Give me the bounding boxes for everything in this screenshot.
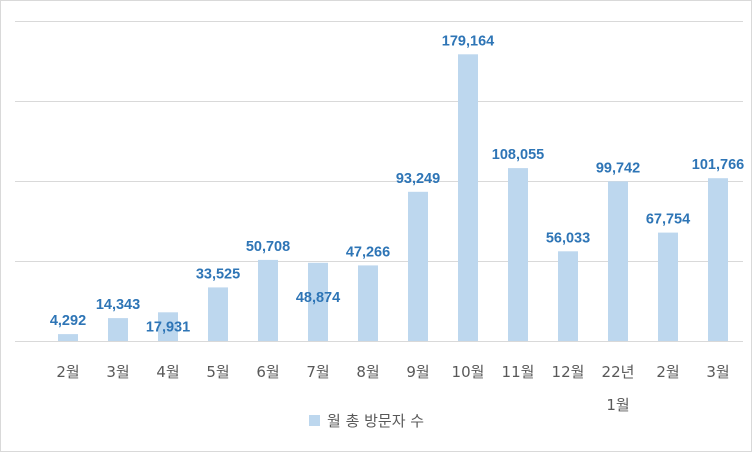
data-label-1: 14,343: [96, 297, 140, 313]
x-tick-label-5: 7월: [306, 363, 329, 381]
bar-9: [508, 168, 528, 341]
bar-0: [58, 334, 78, 341]
bar-3: [208, 287, 228, 341]
x-tick-label-1: 3월: [106, 363, 129, 381]
x-tick-label-2: 4월: [156, 363, 179, 381]
x-tick-label-10: 12월: [552, 363, 585, 381]
x-tick-label-8: 10월: [452, 363, 485, 381]
bar-12: [658, 232, 678, 341]
data-label-12: 67,754: [646, 212, 690, 228]
bar-7: [408, 191, 428, 341]
data-label-10: 56,033: [546, 230, 590, 246]
x-tick-label-4: 6월: [256, 363, 279, 381]
x-tick-label-11-line-1: 1월: [606, 396, 629, 414]
data-label-0: 4,292: [50, 313, 86, 329]
x-tick-label-13: 3월: [706, 363, 729, 381]
x-tick-label-7: 9월: [406, 363, 429, 381]
data-labels: 4,292 14,343 17,931 33,525 50,708 48,874 47,26…: [50, 33, 744, 335]
gridlines: [15, 21, 743, 342]
bar-2: [158, 312, 178, 341]
data-label-4: 50,708: [246, 239, 290, 255]
x-axis-tick-labels: 2월 3월 4월 5월 6월 7월 8월 9월 10월 11월 12월 22년 1월 2월 3월: [56, 363, 729, 414]
legend-label: 월 총 방문자 수: [327, 411, 425, 430]
bar-11: [608, 181, 628, 341]
data-label-8: 179,164: [442, 33, 494, 49]
x-tick-label-9: 11월: [502, 363, 535, 381]
bar-1: [108, 318, 128, 341]
data-label-7: 93,249: [396, 171, 440, 187]
x-tick-label-11-line-0: 22년: [602, 363, 635, 381]
bar-5: [308, 262, 328, 341]
bars: [58, 54, 728, 342]
bar-10: [558, 251, 578, 341]
x-tick-label-12: 2월: [656, 363, 679, 381]
x-tick-label-3: 5월: [206, 363, 229, 381]
x-tick-label-6: 8월: [356, 363, 379, 381]
bar-4: [258, 259, 278, 341]
data-label-13: 101,766: [692, 157, 744, 173]
data-label-3: 33,525: [196, 266, 240, 282]
legend-swatch: [309, 414, 320, 426]
data-label-9: 108,055: [492, 147, 544, 163]
bar-6: [358, 265, 378, 341]
data-label-6: 47,266: [346, 244, 390, 260]
bar-8: [458, 54, 478, 342]
data-label-5: 48,874: [296, 290, 340, 306]
data-label-11: 99,742: [596, 160, 640, 176]
legend: 월 총 방문자 수: [309, 409, 424, 431]
x-tick-label-0: 2월: [56, 363, 79, 381]
data-label-2: 17,931: [146, 319, 190, 335]
bar-13: [708, 178, 728, 341]
